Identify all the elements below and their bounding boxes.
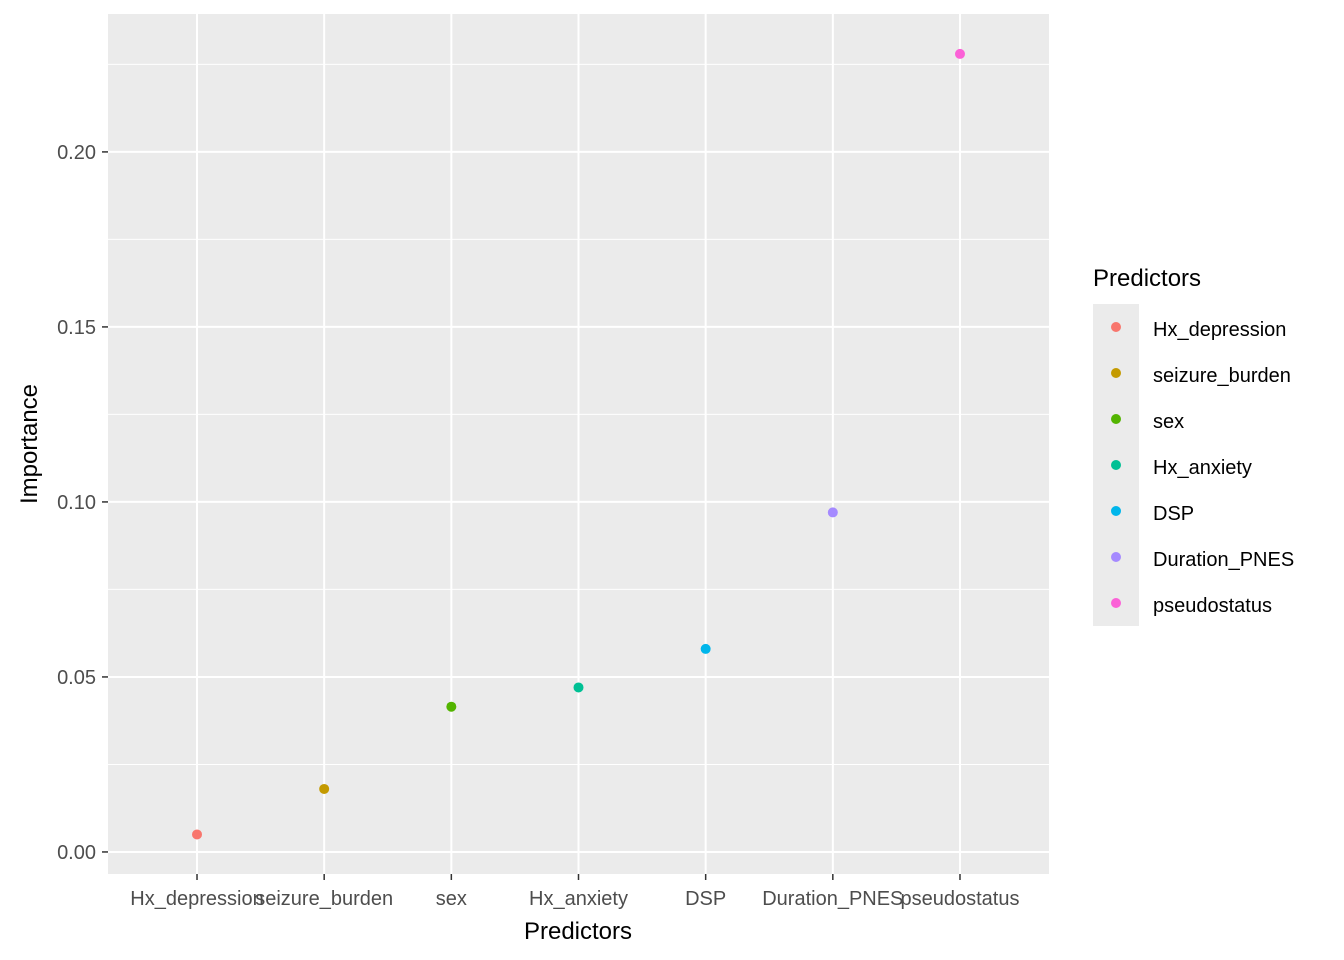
x-axis-title: Predictors xyxy=(524,918,632,945)
data-points xyxy=(192,48,965,840)
legend-label: Duration_PNES xyxy=(1153,549,1294,571)
legend-key-duration-pnes xyxy=(1111,552,1121,562)
y-tick-label: 0.00 xyxy=(57,842,96,864)
data-point-dsp xyxy=(700,643,711,654)
legend-label: Hx_depression xyxy=(1153,319,1286,341)
grid-lines xyxy=(108,14,1049,874)
legend-key-seizure-burden xyxy=(1111,368,1121,378)
legend-key-hx-anxiety xyxy=(1111,460,1121,470)
legend-key-dsp xyxy=(1111,506,1121,516)
legend-title: Predictors xyxy=(1093,265,1201,292)
y-tick-label: 0.15 xyxy=(57,317,96,339)
legend-label: DSP xyxy=(1153,503,1194,525)
y-tick-label: 0.20 xyxy=(57,142,96,164)
y-axis-ticks: 0.00 0.05 0.10 0.15 0.20 xyxy=(57,142,108,864)
data-point-hx-depression xyxy=(192,829,203,840)
x-tick-label: Hx_depression xyxy=(130,888,263,910)
legend-key-sex xyxy=(1111,414,1121,424)
y-axis-title: Importance xyxy=(16,384,43,504)
legend-label: sex xyxy=(1153,411,1184,433)
x-tick-label: Hx_anxiety xyxy=(529,888,628,910)
data-point-sex xyxy=(446,701,457,712)
data-point-pseudostatus xyxy=(954,48,965,59)
y-tick-label: 0.10 xyxy=(57,492,96,514)
x-tick-label: seizure_burden xyxy=(255,888,393,910)
data-point-hx-anxiety xyxy=(573,682,584,693)
legend-key-pseudostatus xyxy=(1111,598,1121,608)
legend-label: Hx_anxiety xyxy=(1153,457,1252,479)
data-point-duration-pnes xyxy=(827,507,838,518)
x-tick-label: pseudostatus xyxy=(900,888,1019,910)
legend-label: pseudostatus xyxy=(1153,595,1272,617)
data-point-seizure-burden xyxy=(319,783,330,794)
x-tick-label: sex xyxy=(436,888,467,910)
legend-key-hx-depression xyxy=(1111,322,1121,332)
x-tick-label: DSP xyxy=(685,888,726,910)
legend: Predictors Hx_depression seizure_burdense… xyxy=(1093,265,1294,626)
x-tick-label: Duration_PNES xyxy=(762,888,903,910)
legend-label: seizure_burden xyxy=(1153,365,1291,387)
y-tick-label: 0.05 xyxy=(57,667,96,689)
